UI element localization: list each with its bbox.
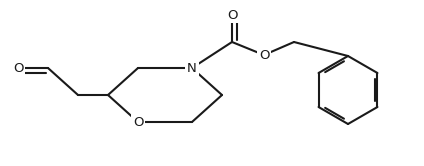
Text: O: O — [227, 8, 237, 22]
Text: N: N — [187, 61, 197, 75]
Text: O: O — [13, 61, 23, 75]
Text: O: O — [133, 116, 143, 128]
Text: O: O — [259, 48, 269, 61]
